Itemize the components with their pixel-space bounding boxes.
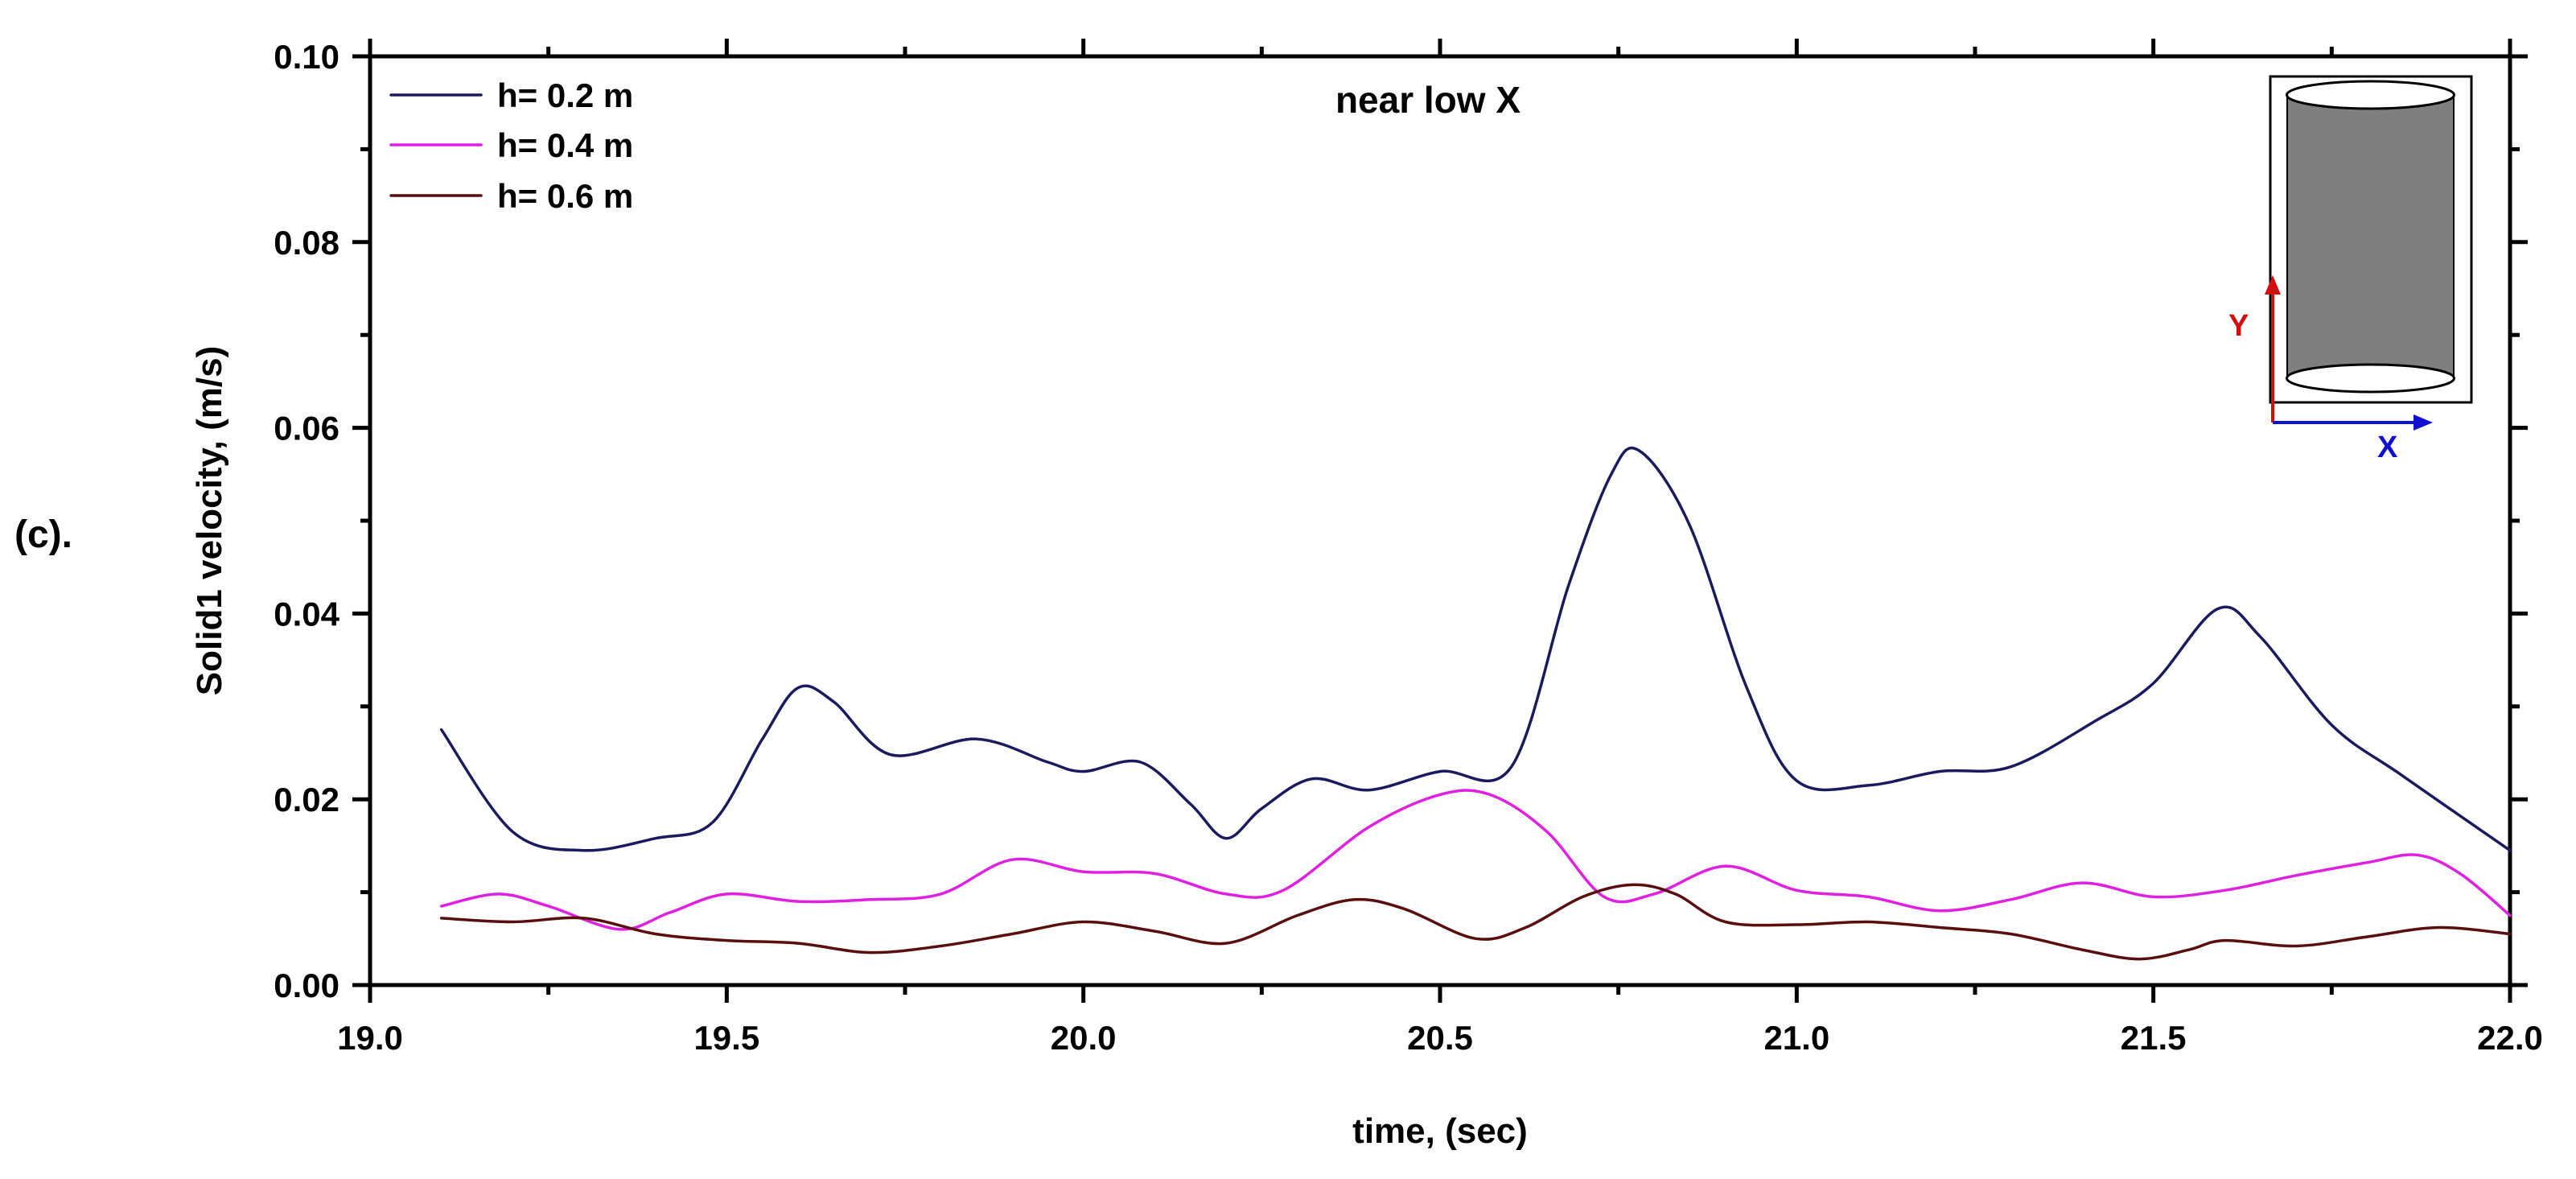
y-axis-label: Solid1 velocity, (m/s) <box>190 346 229 695</box>
cylinder-bottom <box>2286 363 2455 394</box>
inset-x-arrowhead <box>2413 414 2433 431</box>
series-line-h06m <box>439 883 2512 961</box>
x-tick-label: 20.0 <box>1051 1019 1117 1057</box>
y-tick-label: 0.04 <box>274 595 339 633</box>
cylinder-body <box>2286 96 2455 379</box>
inset-cylinder-diagram: Y X <box>2228 75 2473 464</box>
legend-label-h06: h= 0.6 m <box>497 177 633 215</box>
y-axis-ticks: 0.00 0.02 0.04 0.06 0.08 0.10 <box>274 38 2528 1004</box>
cylinder-top <box>2286 80 2455 110</box>
y-tick-label: 0.02 <box>274 781 339 818</box>
legend-label-h02: h= 0.2 m <box>497 76 633 114</box>
series-line-h02m <box>439 446 2512 852</box>
plot-frame <box>368 54 2512 987</box>
panel-label: (c). <box>14 513 72 556</box>
x-axis-ticks: 19.0 19.5 20.0 20.5 21.0 21.5 22.0 <box>337 39 2543 1057</box>
inset-x-label: X <box>2377 431 2398 464</box>
legend: h= 0.2 m h= 0.4 m h= 0.6 m <box>389 76 633 215</box>
y-tick-label: 0.00 <box>274 967 339 1004</box>
inset-y-label: Y <box>2228 309 2249 343</box>
legend-label-h04: h= 0.4 m <box>497 126 633 164</box>
y-tick-label: 0.06 <box>274 410 339 447</box>
x-tick-label: 20.5 <box>1407 1019 1473 1057</box>
x-axis-label: time, (sec) <box>1352 1111 1528 1151</box>
y-tick-label: 0.10 <box>274 38 339 76</box>
x-tick-label: 21.5 <box>2121 1019 2187 1057</box>
y-tick-label: 0.08 <box>274 224 339 262</box>
series-line-h04m <box>439 789 2512 931</box>
x-tick-label: 22.0 <box>2477 1019 2543 1057</box>
x-tick-label: 19.5 <box>693 1019 759 1057</box>
x-tick-label: 21.0 <box>1763 1019 1829 1057</box>
series-lines <box>439 446 2512 961</box>
inset-y-arrowhead <box>2265 275 2281 295</box>
x-tick-label: 19.0 <box>337 1019 403 1057</box>
chart-title: near low X <box>1335 79 1520 121</box>
